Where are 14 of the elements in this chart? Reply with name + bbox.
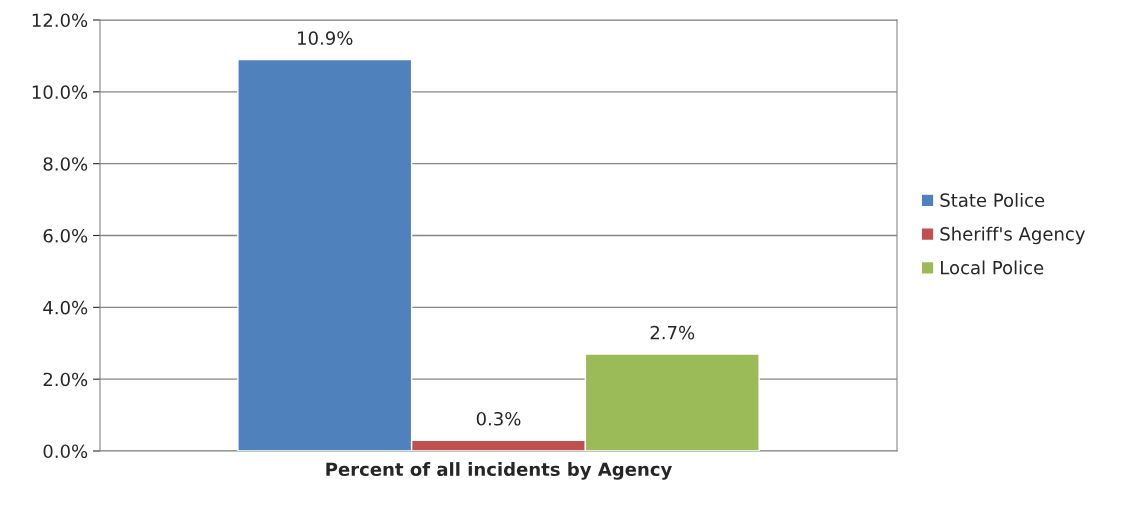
y-tick-label: 10.0% bbox=[32, 85, 88, 99]
y-tick-label: 12.0% bbox=[32, 13, 88, 28]
x-tick-label: Percent of all incidents by Agency bbox=[326, 462, 672, 480]
data-label: 0.3% bbox=[476, 411, 521, 426]
y-tick-label: 8.0% bbox=[43, 157, 88, 171]
data-label: 2.7% bbox=[650, 325, 695, 340]
legend-label: Sheriff's Agency bbox=[940, 226, 1085, 245]
y-tick-label: 4.0% bbox=[43, 300, 88, 315]
y-tick-label: 0.0% bbox=[43, 444, 88, 459]
legend-label: Local Police bbox=[941, 260, 1044, 275]
y-tick-label: 6.0% bbox=[43, 228, 88, 243]
y-tick-label: 2.0% bbox=[43, 372, 88, 387]
data-label: 10.9% bbox=[298, 31, 353, 45]
legend-label: State Police bbox=[940, 193, 1045, 208]
